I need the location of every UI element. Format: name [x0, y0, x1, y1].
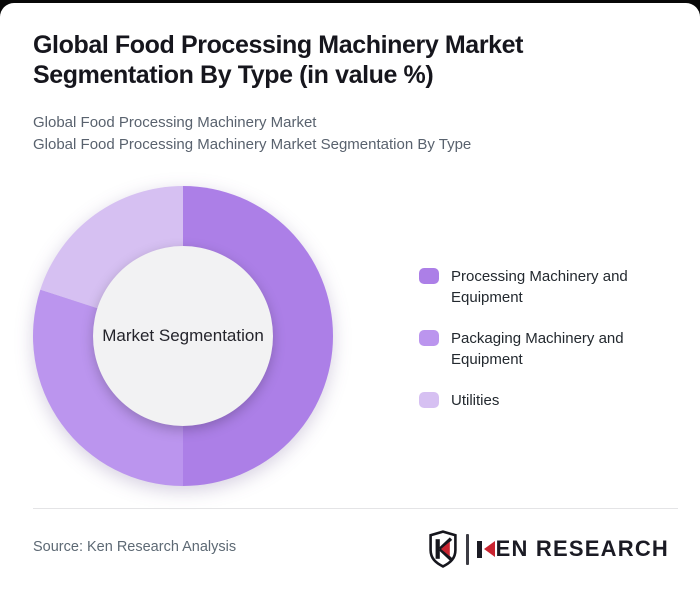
logo-separator: [465, 533, 469, 565]
legend-item-1: Packaging Machinery and Equipment: [419, 328, 646, 370]
subtitle-line-1: Global Food Processing Machinery Market: [33, 114, 317, 131]
brand-wordmark: EN RESEARCH: [476, 536, 669, 562]
ken-research-emblem-icon: [428, 530, 457, 568]
legend-item-0: Processing Machinery and Equipment: [419, 266, 646, 308]
legend-item-2: Utilities: [419, 390, 646, 411]
page-title-line-2: Segmentation By Type (in value %): [33, 61, 434, 89]
legend-label-2: Utilities: [451, 392, 500, 409]
legend-label-1: Packaging Machinery and Equipment: [451, 330, 624, 368]
brand-text: EN RESEARCH: [495, 536, 669, 561]
chart-legend: Processing Machinery and Equipment Packag…: [419, 266, 646, 411]
legend-swatch-2: [419, 392, 439, 408]
subtitle-block: Global Food Processing Machinery Market …: [33, 112, 471, 156]
subtitle-line-2: Global Food Processing Machinery Market …: [33, 136, 472, 153]
ken-research-logo: EN RESEARCH: [428, 530, 669, 568]
footer-divider: [33, 508, 678, 509]
legend-swatch-1: [419, 330, 439, 346]
source-note: Source: Ken Research Analysis: [33, 539, 237, 555]
page-title-line-1: Global Food Processing Machinery Market: [33, 31, 524, 59]
legend-swatch-0: [419, 268, 439, 284]
donut-inner-circle: [93, 246, 273, 426]
donut-chart-svg: [33, 186, 333, 486]
brand-k-triangle-icon: [483, 541, 495, 557]
report-card: Global Food Processing Machinery Market S…: [0, 3, 700, 591]
page-title: Global Food Processing Machinery Market S…: [33, 30, 523, 90]
brand-k-bar: [476, 540, 482, 558]
legend-label-0: Processing Machinery and Equipment: [451, 268, 628, 306]
donut-chart: Market Segmentation: [33, 186, 333, 486]
